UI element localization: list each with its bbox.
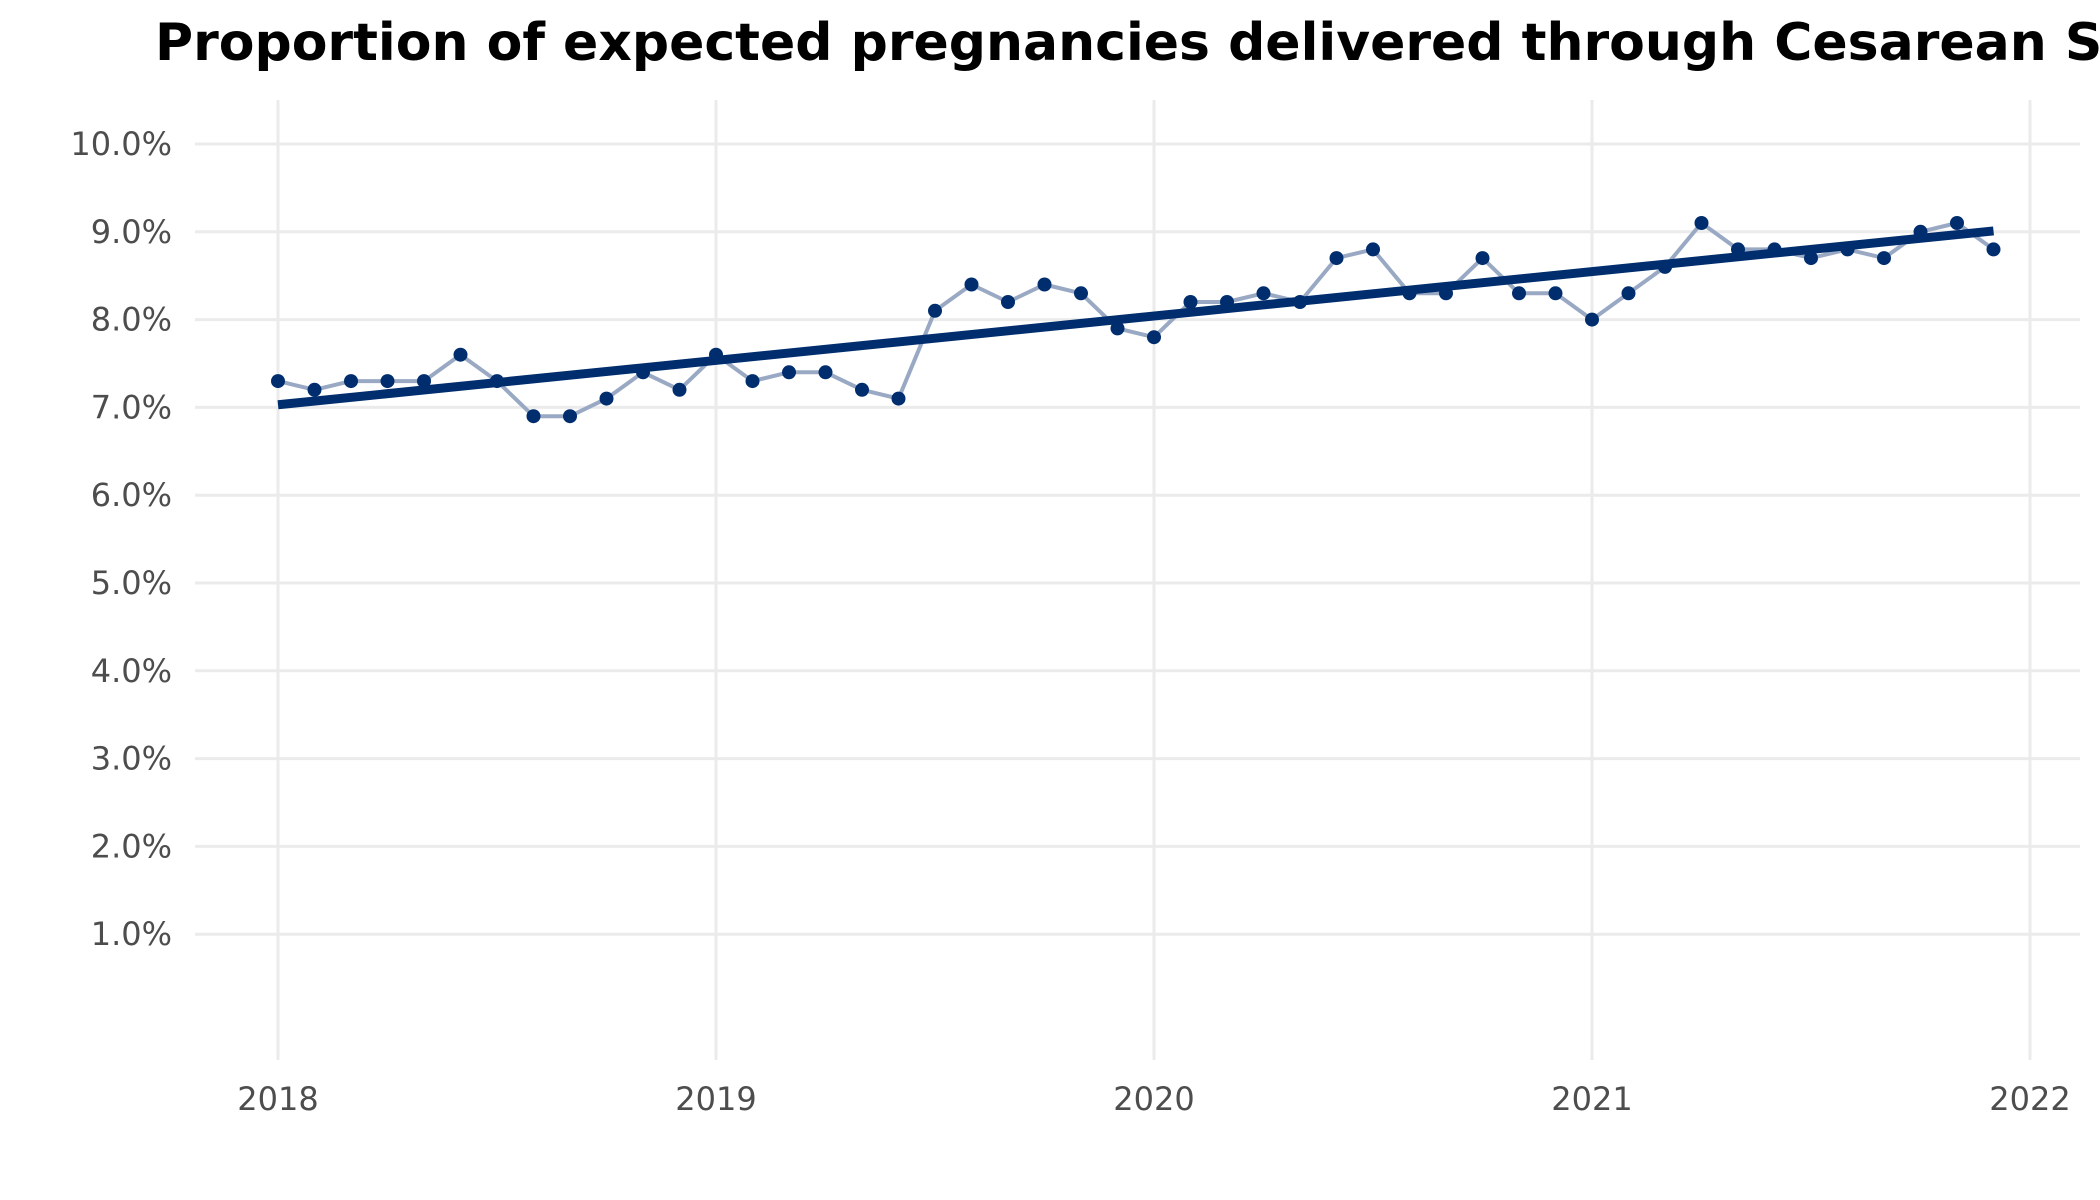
data-point (1329, 251, 1344, 266)
x-tick-label: 2022 (1989, 1080, 2070, 1118)
y-axis-tick-labels: 1.0% 2.0% 3.0% 4.0% 5.0% 6.0% 7.0% 8.0% 9.0% 10.0… (70, 125, 172, 953)
data-point (1475, 251, 1490, 266)
data-points (271, 216, 2001, 424)
data-point (271, 374, 285, 389)
data-point (1986, 242, 2001, 257)
data-point (1512, 286, 1526, 301)
data-point (1877, 251, 1891, 266)
x-axis-tick-labels: 2018 2019 2020 2021 2022 (237, 1080, 2070, 1118)
x-tick-label: 2021 (1551, 1080, 1632, 1118)
data-point (1585, 312, 1599, 327)
data-point (1548, 286, 1563, 301)
chart-title: Proportion of expected pregnancies deliv… (155, 13, 2100, 73)
y-tick-label: 2.0% (91, 827, 172, 865)
data-point (1950, 216, 1964, 230)
data-point (1001, 295, 1015, 309)
data-point (380, 374, 395, 389)
data-point (599, 391, 614, 406)
data-point (1256, 286, 1271, 301)
y-tick-label: 3.0% (91, 740, 172, 778)
data-point (1147, 330, 1161, 345)
y-tick-label: 1.0% (91, 915, 172, 953)
data-point (891, 391, 906, 406)
data-point (928, 303, 942, 318)
data-point (1037, 277, 1052, 292)
y-tick-label: 7.0% (91, 388, 172, 426)
data-point (344, 374, 358, 389)
data-point (1110, 321, 1125, 336)
y-tick-label: 5.0% (91, 564, 172, 602)
x-tick-label: 2019 (675, 1080, 756, 1118)
data-point (782, 365, 796, 380)
data-point (855, 382, 869, 397)
data-point (1621, 286, 1636, 301)
y-tick-label: 9.0% (91, 213, 172, 251)
y-tick-label: 4.0% (91, 652, 172, 690)
x-tick-label: 2020 (1113, 1080, 1194, 1118)
data-point (964, 277, 979, 292)
trend-line (277, 226, 1994, 410)
data-point (307, 382, 322, 397)
y-tick-label: 10.0% (70, 125, 172, 163)
y-tick-label: 6.0% (91, 476, 172, 514)
data-point (745, 374, 760, 389)
data-point (1366, 242, 1380, 257)
data-point (818, 365, 833, 380)
data-point (1183, 295, 1198, 309)
data-point (453, 347, 468, 362)
data-point (526, 409, 541, 424)
y-tick-label: 8.0% (91, 301, 172, 339)
data-point (1074, 286, 1088, 301)
grid (195, 100, 2080, 1060)
data-point (1694, 216, 1709, 230)
data-point (417, 374, 431, 389)
data-point (1804, 251, 1818, 266)
data-point (672, 382, 687, 397)
data-point (563, 409, 577, 424)
x-tick-label: 2018 (237, 1080, 318, 1118)
